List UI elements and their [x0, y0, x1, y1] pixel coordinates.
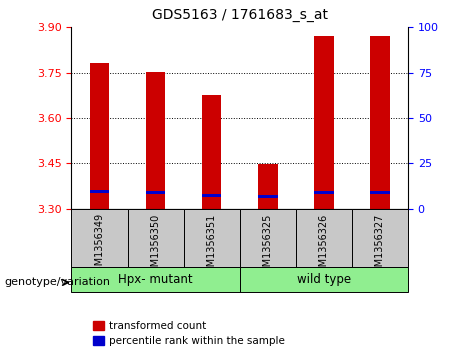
Bar [90, 63, 109, 209]
Bar [314, 191, 334, 193]
Text: GSM1356326: GSM1356326 [319, 213, 329, 279]
Bar [146, 191, 165, 194]
Bar [202, 193, 221, 197]
Text: GSM1356327: GSM1356327 [375, 213, 385, 279]
Bar [240, 209, 296, 267]
Text: Hpx- mutant: Hpx- mutant [118, 273, 193, 286]
Bar [90, 190, 109, 193]
Text: GSM1356350: GSM1356350 [151, 213, 160, 279]
Text: GSM1356325: GSM1356325 [263, 213, 273, 279]
Bar [71, 209, 128, 267]
Text: GSM1356351: GSM1356351 [207, 213, 217, 279]
Legend: transformed count, percentile rank within the sample: transformed count, percentile rank withi… [94, 321, 285, 346]
Bar [240, 267, 408, 292]
Bar [258, 195, 278, 198]
Bar [370, 36, 390, 209]
Bar [146, 72, 165, 209]
Text: wild type: wild type [297, 273, 351, 286]
Bar [71, 267, 240, 292]
Title: GDS5163 / 1761683_s_at: GDS5163 / 1761683_s_at [152, 8, 328, 22]
Bar [128, 209, 183, 267]
Bar [202, 95, 221, 209]
Bar [370, 191, 390, 194]
Bar [352, 209, 408, 267]
Bar [183, 209, 240, 267]
Text: GSM1356349: GSM1356349 [95, 213, 105, 278]
Text: genotype/variation: genotype/variation [5, 277, 111, 287]
Bar [296, 209, 352, 267]
Bar [258, 164, 278, 209]
Bar [314, 36, 334, 209]
